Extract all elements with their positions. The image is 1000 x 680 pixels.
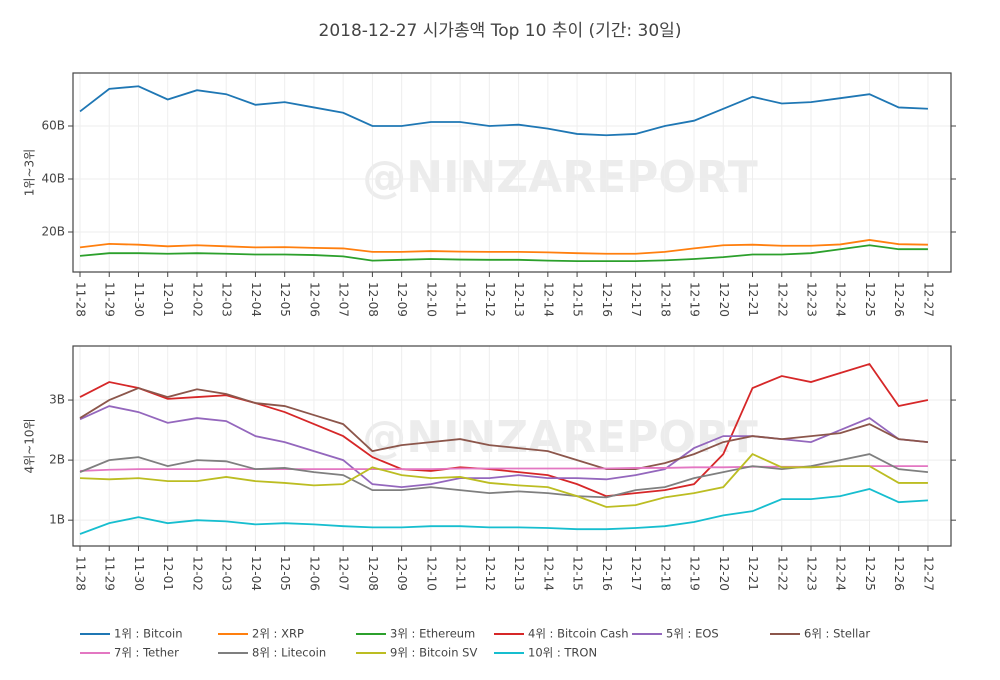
x-tick-label: 12-09 [395,282,409,317]
x-tick-label: 12-19 [688,282,702,317]
y-tick-label: 1B [49,513,65,527]
plot-frame [72,345,952,547]
series-line [79,387,929,471]
x-tick-label: 12-01 [161,282,175,317]
legend-label: 9위 : Bitcoin SV [390,646,477,660]
legend-label: 6위 : Stellar [804,627,870,641]
x-tick-label: 12-27 [921,282,935,317]
x-tick-label: 12-02 [190,282,204,317]
x-tick-label: 11-28 [74,282,88,317]
series-line [79,244,928,263]
x-tick-label: 12-07 [337,556,351,591]
series-line [79,453,929,499]
x-tick-label: 12-20 [717,556,731,591]
series-line [79,362,929,498]
x-tick-label: 12-10 [424,556,438,591]
y-axis-title: 4위~10위 [23,418,37,473]
x-tick-label: 12-21 [746,556,760,591]
x-tick-label: 12-05 [278,282,292,317]
x-tick-label: 12-25 [863,282,877,317]
x-tick-label: 12-11 [454,556,468,591]
plot-frame [72,72,952,273]
series-line [79,239,928,255]
legend-label: 3위 : Ethereum [390,627,475,641]
watermark: @NINZAREPORT [362,152,757,203]
chart-title: 2018-12-27 시가총액 Top 10 추이 (기간: 30일) [319,21,682,41]
x-tick-label: 12-24 [834,556,848,591]
legend-label: 1위 : Bitcoin [114,627,183,641]
x-tick-label: 12-14 [541,282,555,317]
x-tick-label: 12-13 [512,282,526,317]
legend-label: 10위 : TRON [528,646,597,660]
x-tick-label: 12-13 [512,556,526,591]
x-tick-label: 12-16 [600,556,614,591]
x-tick-label: 12-18 [658,556,672,591]
x-tick-label: 12-18 [658,282,672,317]
series-line [79,453,928,508]
x-tick-label: 12-15 [571,556,585,591]
x-tick-label: 12-05 [278,556,292,591]
y-tick-label: 40B [41,171,65,185]
x-tick-label: 12-14 [541,556,555,591]
x-tick-label: 12-25 [863,556,877,591]
x-tick-label: 11-29 [103,282,117,317]
series-line [79,405,929,489]
y-tick-label: 20B [41,224,65,238]
x-tick-label: 12-01 [161,556,175,591]
x-tick-label: 12-27 [921,556,935,591]
series-line [79,85,929,137]
x-tick-label: 12-02 [190,556,204,591]
x-tick-label: 12-24 [834,282,848,317]
x-tick-label: 12-04 [249,282,263,317]
y-tick-label: 60B [41,118,65,132]
x-tick-label: 12-22 [775,556,789,591]
x-tick-label: 12-11 [454,282,468,317]
x-tick-label: 12-19 [688,556,702,591]
x-tick-label: 12-23 [805,556,819,591]
series-line [79,487,929,535]
x-tick-label: 12-17 [629,282,643,317]
x-tick-label: 11-29 [103,556,117,591]
legend-label: 5위 : EOS [666,627,719,641]
legend-label: 7위 : Tether [114,646,179,660]
x-tick-label: 12-16 [600,282,614,317]
x-tick-label: 12-03 [220,556,234,591]
legend-label: 8위 : Litecoin [252,646,326,660]
x-tick-label: 12-26 [892,282,906,317]
legend-label: 2위 : XRP [252,627,304,641]
x-tick-label: 12-17 [629,556,643,591]
x-tick-label: 11-28 [74,556,88,591]
y-tick-label: 3B [49,393,65,407]
y-tick-label: 2B [49,453,65,467]
x-tick-label: 12-04 [249,556,263,591]
x-tick-label: 12-07 [337,282,351,317]
x-tick-label: 12-10 [424,282,438,317]
x-tick-label: 12-23 [805,282,819,317]
x-tick-label: 11-30 [132,556,146,591]
x-tick-label: 12-03 [220,282,234,317]
x-tick-label: 12-06 [307,556,321,591]
legend-label: 4위 : Bitcoin Cash [528,627,629,641]
x-tick-label: 12-22 [775,282,789,317]
x-tick-label: 12-08 [366,556,380,591]
x-tick-label: 12-12 [483,556,497,591]
x-tick-label: 12-08 [366,282,380,317]
x-tick-label: 12-09 [395,556,409,591]
x-tick-label: 12-26 [892,556,906,591]
x-tick-label: 12-21 [746,282,760,317]
x-tick-label: 12-06 [307,282,321,317]
x-tick-label: 12-20 [717,282,731,317]
x-tick-label: 12-12 [483,282,497,317]
x-tick-label: 12-15 [571,282,585,317]
y-axis-title: 1위~3위 [23,149,37,196]
x-tick-label: 11-30 [132,282,146,317]
